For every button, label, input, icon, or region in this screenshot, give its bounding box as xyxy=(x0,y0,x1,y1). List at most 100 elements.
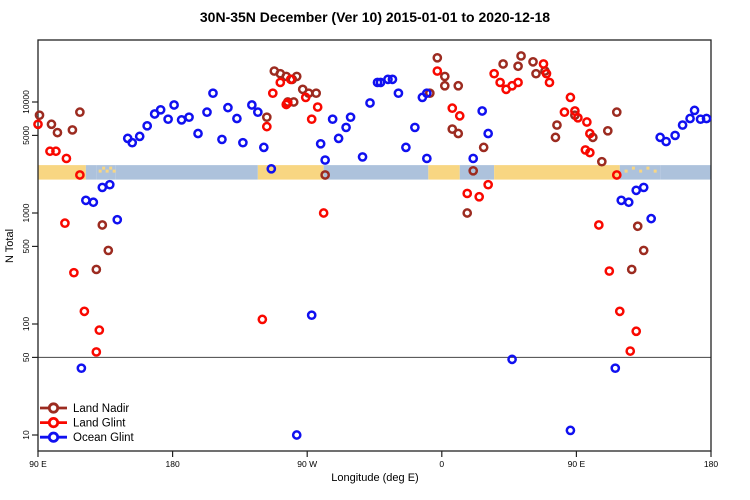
data-point xyxy=(315,138,326,149)
legend-label: Land Glint xyxy=(73,418,126,430)
data-point xyxy=(614,306,625,317)
data-point xyxy=(67,125,78,135)
data-point xyxy=(51,146,61,157)
data-point xyxy=(582,117,592,127)
data-point xyxy=(565,92,576,103)
legend: Land Nadir Land Glint Ocean Glint xyxy=(40,402,135,444)
data-point xyxy=(275,77,286,88)
data-point xyxy=(169,100,179,110)
data-point xyxy=(585,147,595,158)
data-point xyxy=(223,102,233,113)
data-point xyxy=(602,125,613,136)
data-point xyxy=(94,325,105,336)
data-point xyxy=(421,153,432,164)
data-point xyxy=(610,363,621,374)
data-point xyxy=(266,163,277,174)
data-point xyxy=(453,128,464,139)
strip-land-speckle xyxy=(112,169,116,173)
data-point xyxy=(453,80,464,91)
data-point xyxy=(252,107,263,118)
data-point xyxy=(507,354,517,365)
data-point xyxy=(439,71,450,82)
data-point xyxy=(447,103,458,114)
data-point xyxy=(626,264,637,275)
data-point xyxy=(320,155,330,165)
series-land-nadir xyxy=(34,51,649,275)
data-point xyxy=(52,127,63,138)
data-point xyxy=(33,119,43,130)
data-point xyxy=(281,99,292,110)
x-tick-label: 180 xyxy=(704,459,718,469)
data-point xyxy=(565,425,576,436)
data-point xyxy=(69,267,79,278)
strip-segment-land xyxy=(38,165,86,180)
data-point xyxy=(393,88,404,99)
data-point xyxy=(333,133,344,144)
x-tick-label: 90 E xyxy=(29,459,47,469)
data-point xyxy=(34,110,45,121)
data-point xyxy=(495,77,505,88)
strip-segment-land xyxy=(428,165,460,180)
series-ocean-glint xyxy=(76,74,712,440)
data-point xyxy=(410,122,420,133)
legend-marker xyxy=(47,402,60,414)
data-point xyxy=(501,84,511,95)
data-point xyxy=(638,182,649,193)
data-point xyxy=(193,128,203,139)
data-point xyxy=(439,80,450,91)
data-point xyxy=(306,114,317,125)
data-point xyxy=(79,306,90,317)
data-point xyxy=(127,137,138,148)
data-point xyxy=(60,218,70,229)
data-point xyxy=(513,61,523,72)
data-point xyxy=(421,88,432,99)
data-point xyxy=(300,92,311,103)
data-point xyxy=(320,170,330,180)
data-point xyxy=(88,197,99,208)
data-point xyxy=(483,128,494,139)
data-point xyxy=(432,66,443,76)
y-tick-label: 50 xyxy=(21,352,31,362)
data-point xyxy=(638,245,649,256)
strip-segment-ocean xyxy=(115,165,258,180)
data-point xyxy=(91,347,102,357)
land-ocean-strip xyxy=(38,165,711,180)
data-point xyxy=(261,112,272,123)
strip-land-speckle xyxy=(631,166,635,170)
data-point xyxy=(327,114,338,125)
data-point xyxy=(631,326,642,337)
data-point xyxy=(474,191,485,202)
strip-land-speckle xyxy=(624,169,628,173)
data-point xyxy=(544,77,555,88)
data-point xyxy=(538,59,549,69)
data-point xyxy=(611,170,622,180)
data-point xyxy=(291,430,302,440)
strip-land-speckle xyxy=(109,166,113,170)
data-point xyxy=(375,77,386,88)
data-point xyxy=(468,153,479,164)
y-tick-label: 10000 xyxy=(21,90,31,114)
data-point xyxy=(357,152,368,162)
data-point xyxy=(176,115,187,125)
data-point xyxy=(112,214,123,225)
data-point xyxy=(401,142,411,153)
data-point xyxy=(134,131,145,142)
data-point xyxy=(247,100,257,110)
data-point xyxy=(498,59,508,69)
data-point xyxy=(91,264,102,275)
data-point xyxy=(585,128,595,139)
data-point xyxy=(365,98,375,108)
strip-land-speckle xyxy=(653,169,657,173)
data-point xyxy=(604,266,615,276)
x-tick-label: 90 E xyxy=(568,459,586,469)
legend-item: Land Nadir xyxy=(40,402,129,415)
data-point xyxy=(432,52,443,63)
data-point xyxy=(661,136,671,147)
data-point xyxy=(616,195,627,206)
data-point xyxy=(383,74,393,85)
data-point xyxy=(258,142,269,153)
data-point xyxy=(625,346,636,356)
y-tick-label: 100 xyxy=(21,317,31,331)
